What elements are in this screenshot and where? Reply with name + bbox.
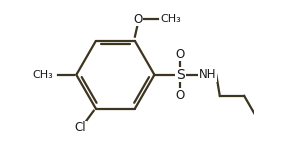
Text: O: O xyxy=(176,48,185,61)
Text: S: S xyxy=(176,68,185,82)
Text: Cl: Cl xyxy=(75,121,86,134)
Text: O: O xyxy=(176,89,185,102)
Text: CH₃: CH₃ xyxy=(33,70,54,80)
Text: O: O xyxy=(133,13,142,26)
Text: CH₃: CH₃ xyxy=(160,14,181,24)
Text: NH: NH xyxy=(199,68,216,81)
